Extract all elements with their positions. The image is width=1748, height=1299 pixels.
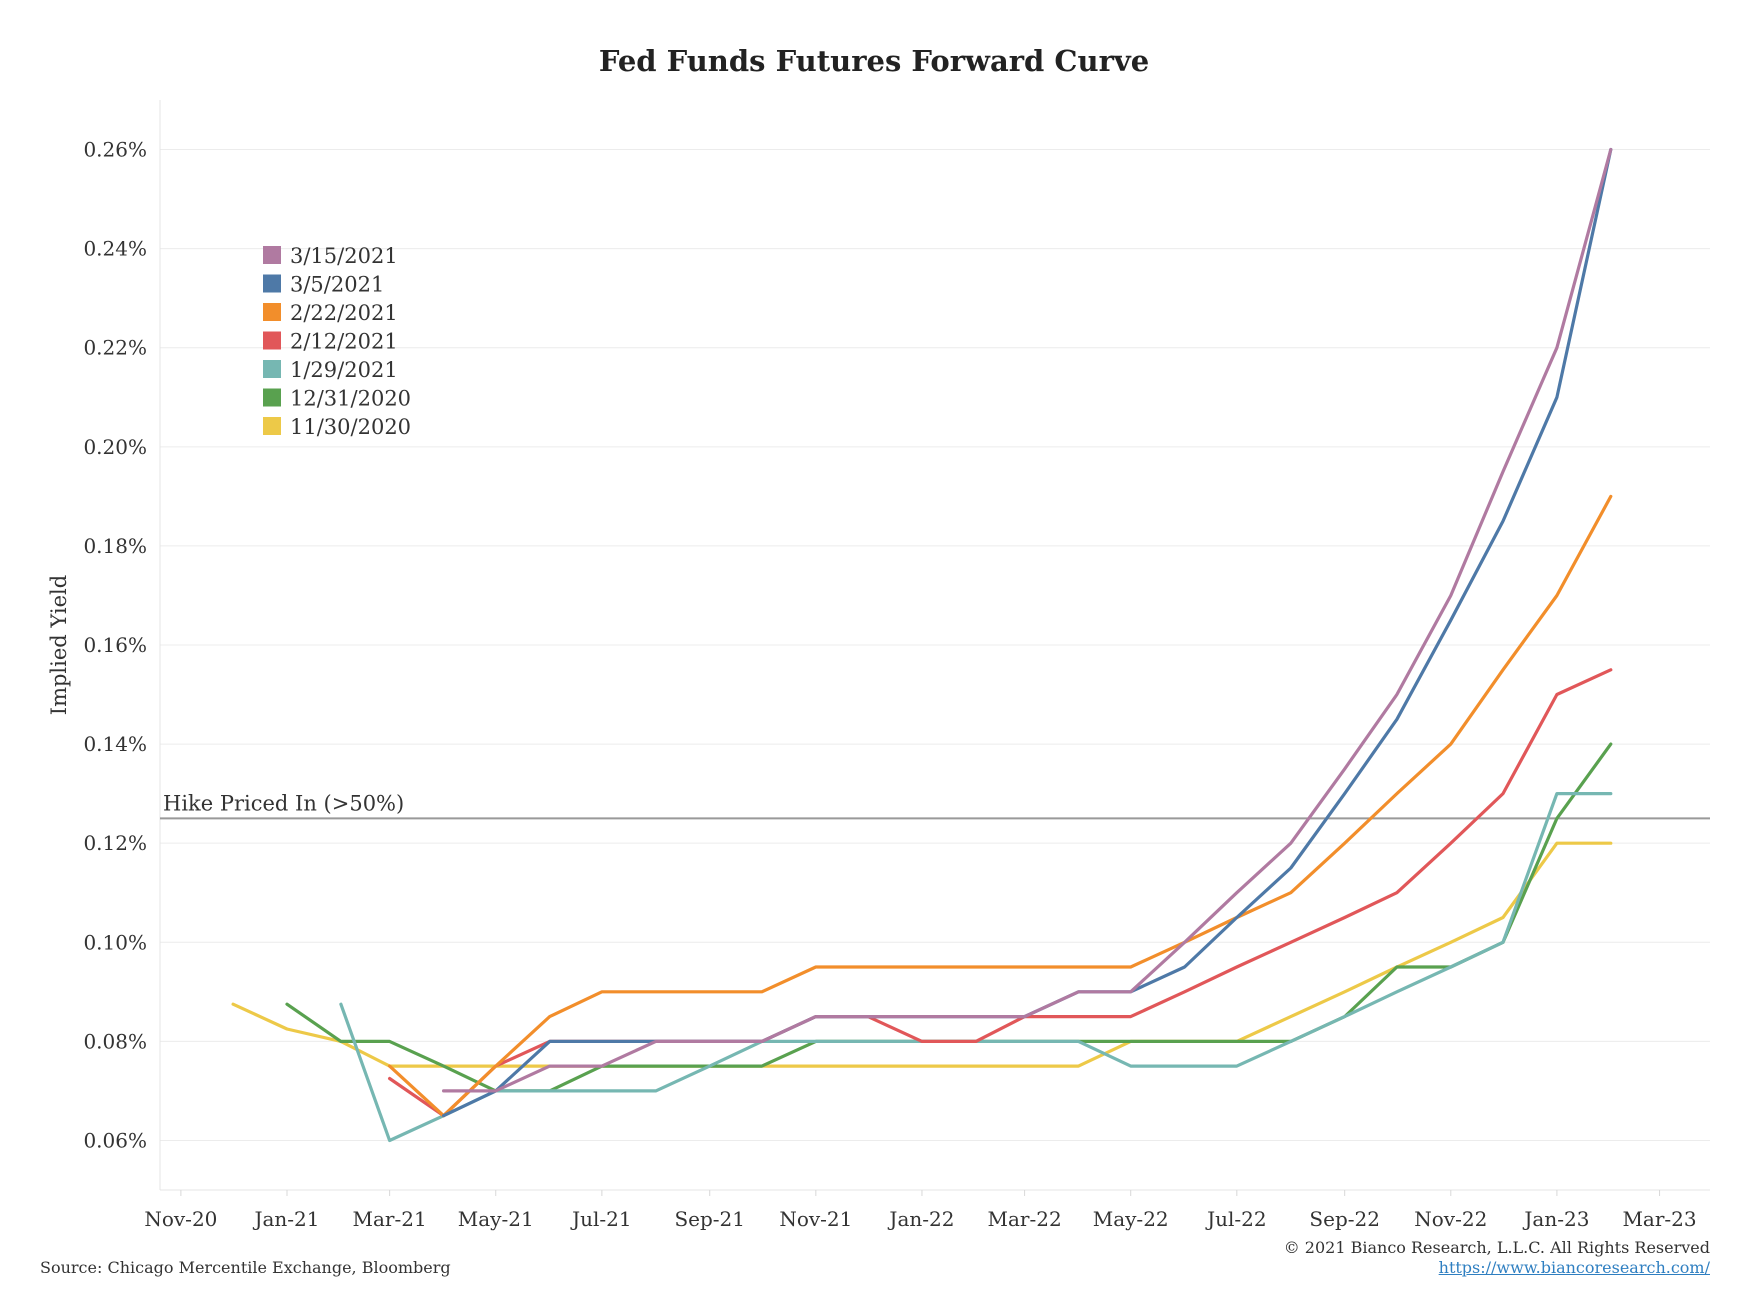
legend-item-label: 3/5/2021 [290, 273, 384, 297]
legend-swatch [263, 360, 281, 378]
legend-item-label: 2/22/2021 [290, 301, 398, 325]
x-tick-label: Nov-21 [779, 1207, 852, 1231]
y-tick-label: 0.14% [83, 732, 147, 756]
y-tick-label: 0.12% [83, 831, 147, 855]
x-tick-label: Nov-22 [1414, 1207, 1487, 1231]
website-link[interactable]: https://www.biancoresearch.com/ [1438, 1258, 1710, 1277]
series-line-0 [231, 841, 1613, 1068]
hike-priced-in-label: Hike Priced In (>50%) [163, 791, 404, 815]
series-lines [231, 147, 1613, 1143]
source-note: Source: Chicago Mercentile Exchange, Blo… [40, 1258, 451, 1277]
x-tick-label: May-22 [1093, 1207, 1169, 1231]
x-tick-label: Nov-20 [144, 1207, 217, 1231]
copyright-block: © 2021 Bianco Research, L.L.C. All Right… [1284, 1238, 1710, 1278]
x-tick-label: May-21 [458, 1207, 534, 1231]
legend-swatch [263, 303, 281, 321]
x-tick-label: Jul-21 [570, 1207, 632, 1231]
x-tick-label: Jan-23 [1522, 1207, 1589, 1231]
gridlines [160, 149, 1710, 1141]
x-tick-label: Jan-22 [887, 1207, 954, 1231]
x-tick-label: Jan-21 [252, 1207, 319, 1231]
x-tick-label: Mar-23 [1622, 1207, 1696, 1231]
legend-item-label: 12/31/2020 [290, 387, 411, 411]
copyright-text: © 2021 Bianco Research, L.L.C. All Right… [1283, 1238, 1710, 1257]
x-tick-label: Sep-22 [1309, 1207, 1380, 1231]
series-line-5 [442, 147, 1613, 1118]
axes: 0.06% 0.08% 0.10% 0.12% 0.14% 0.16% 0.18% 0.20%… [83, 100, 1710, 1231]
x-tick-label: Jul-22 [1205, 1207, 1267, 1231]
y-tick-label: 0.10% [83, 930, 147, 954]
legend: 3/15/2021 3/5/2021 2/22/2021 2/12/2021 1/29/… [263, 244, 411, 439]
legend-item-label: 11/30/2020 [290, 415, 411, 439]
series-line-6 [442, 147, 1613, 1093]
x-tick-label: Mar-21 [353, 1207, 427, 1231]
y-tick-label: 0.18% [83, 534, 147, 558]
y-tick-label: 0.20% [83, 435, 147, 459]
x-tick-label: Sep-21 [674, 1207, 745, 1231]
series-line-4 [388, 494, 1613, 1118]
y-axis-title: Implied Yield [47, 575, 71, 715]
legend-swatch [263, 417, 281, 435]
legend-swatch [263, 274, 281, 293]
chart-title: Fed Funds Futures Forward Curve [598, 44, 1150, 78]
y-tick-label: 0.22% [83, 336, 147, 360]
y-tick-label: 0.06% [83, 1128, 147, 1152]
series-line-3 [388, 668, 1613, 1118]
y-tick-label: 0.16% [83, 633, 147, 657]
reference-line-group: Hike Priced In (>50%) [160, 791, 1710, 820]
y-tick-label: 0.24% [83, 237, 147, 261]
x-tick-label: Mar-22 [988, 1207, 1062, 1231]
legend-swatch [263, 246, 281, 264]
legend-item-label: 3/15/2021 [290, 244, 398, 268]
y-tick-label: 0.08% [83, 1029, 147, 1053]
series-line-1 [285, 742, 1613, 1093]
y-tick-label: 0.26% [83, 138, 147, 162]
legend-swatch [263, 388, 281, 407]
legend-swatch [263, 331, 281, 350]
legend-item-label: 2/12/2021 [290, 330, 398, 354]
legend-item-label: 1/29/2021 [290, 358, 398, 382]
